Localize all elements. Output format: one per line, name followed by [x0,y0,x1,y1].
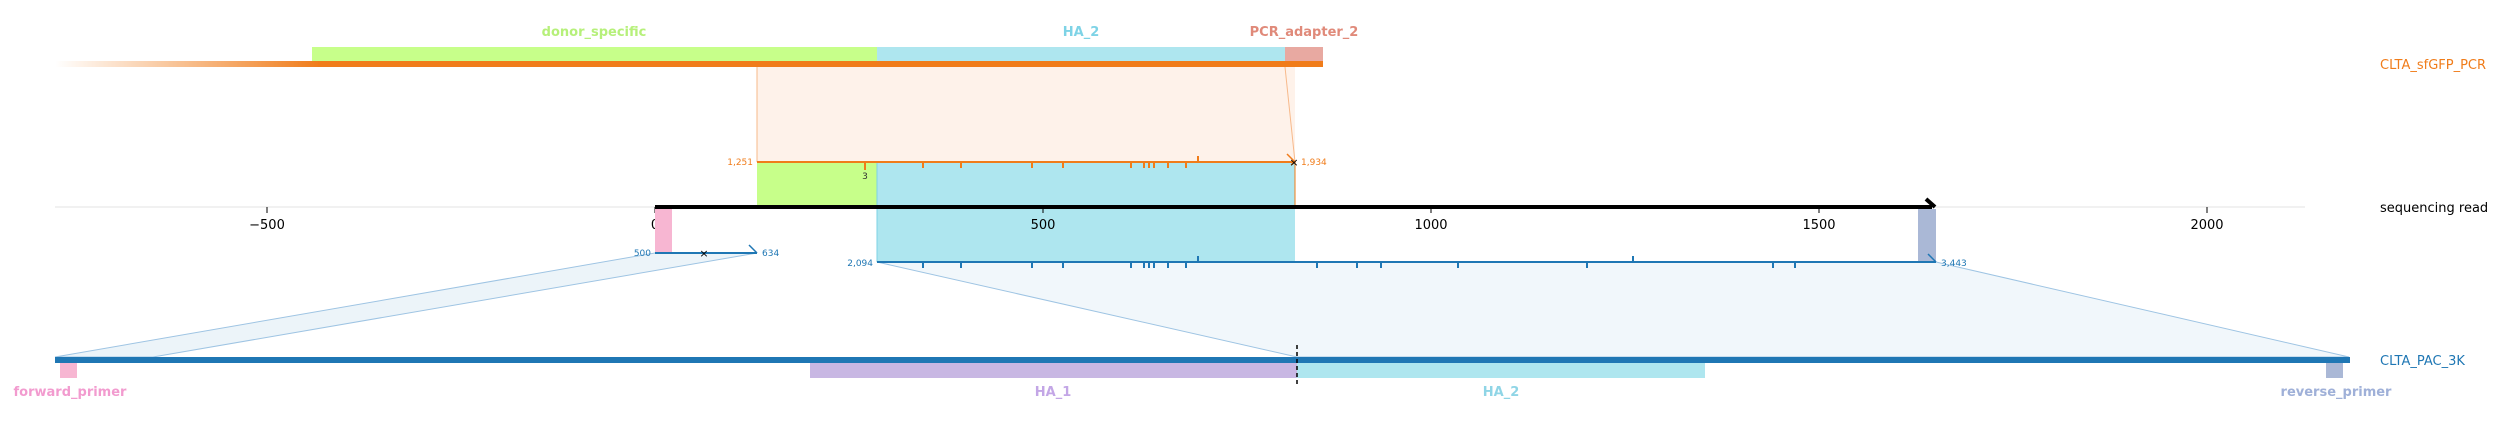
ha2-region-lower [877,207,1295,262]
bottom-alignment-1-arrow [748,244,758,254]
bottom-alignment-1-end: 634 [762,249,779,259]
bottom-alignment-2-start: 2,094 [847,259,873,269]
feature-label-ha2-top: HA_2 [1063,25,1100,40]
bottom-reference-name: CLTA_PAC_3K [2380,354,2465,369]
donor-specific-feature [312,47,877,62]
axis-tick-label-neg500: −500 [249,218,285,233]
top-connector-edge-right [1284,66,1296,163]
reverse-primer-feature [2326,363,2343,378]
axis-tick-label-2000: 2000 [2190,218,2223,233]
feature-label-pcr-adapter: PCR_adapter_2 [1250,25,1359,40]
bottom-connector-right [876,261,2350,358]
top-alignment-connector [757,67,1295,162]
top-alignment-start: 1,251 [727,158,753,168]
reverse-primer-on-read [1918,209,1936,262]
feature-label-ha2-bottom: HA_2 [1483,385,1520,400]
bottom-reference-bar [55,357,2350,363]
axis-tick-label-1000: 1000 [1414,218,1447,233]
donor-region-on-read [757,162,877,207]
bottom-alignment-2-end: 3,443 [1941,259,1967,269]
pcr-adapter-feature [1285,47,1323,62]
top-reference-bar [318,61,1323,67]
forward-primer-feature [60,363,77,378]
bottom-alignment-1-stop-x: × [699,247,708,260]
ha2-feature-top [877,47,1285,62]
axis-tick-label-500: 500 [1031,218,1056,233]
bottom-alignment-2-arrow [1927,253,1937,263]
bottom-alignment-2-mismatch-ticks [922,256,1796,268]
top-alignment-end-arrow [1286,153,1297,166]
top-reference-name: CLTA_sfGFP_PCR [2380,58,2486,73]
ha2-feature-bottom [1297,363,1705,378]
read-name: sequencing read [2380,201,2488,216]
top-alignment-end: 1,934 [1301,158,1327,168]
feature-label-forward-primer: forward_primer [14,385,128,400]
bottom-connector-left [54,252,758,358]
ha2-region-on-read [877,162,1295,207]
top-alignment-mismatch-ticks [864,156,1199,170]
axis-tick-label-1500: 1500 [1802,218,1835,233]
bottom-alignment-1-start: 500 [634,249,651,259]
forward-primer-on-read [655,209,672,253]
top-alignment-mark: 3 [862,172,868,182]
top-alignment-stop-x: × [1289,156,1298,169]
feature-label-donor-specific: donor_specific [542,25,647,40]
feature-label-reverse-primer: reverse_primer [2281,385,2393,400]
top-reference-fade [55,61,320,67]
read-arrow-head [1924,197,1937,209]
ha1-feature [810,363,1297,378]
feature-label-ha1: HA_1 [1035,385,1072,400]
